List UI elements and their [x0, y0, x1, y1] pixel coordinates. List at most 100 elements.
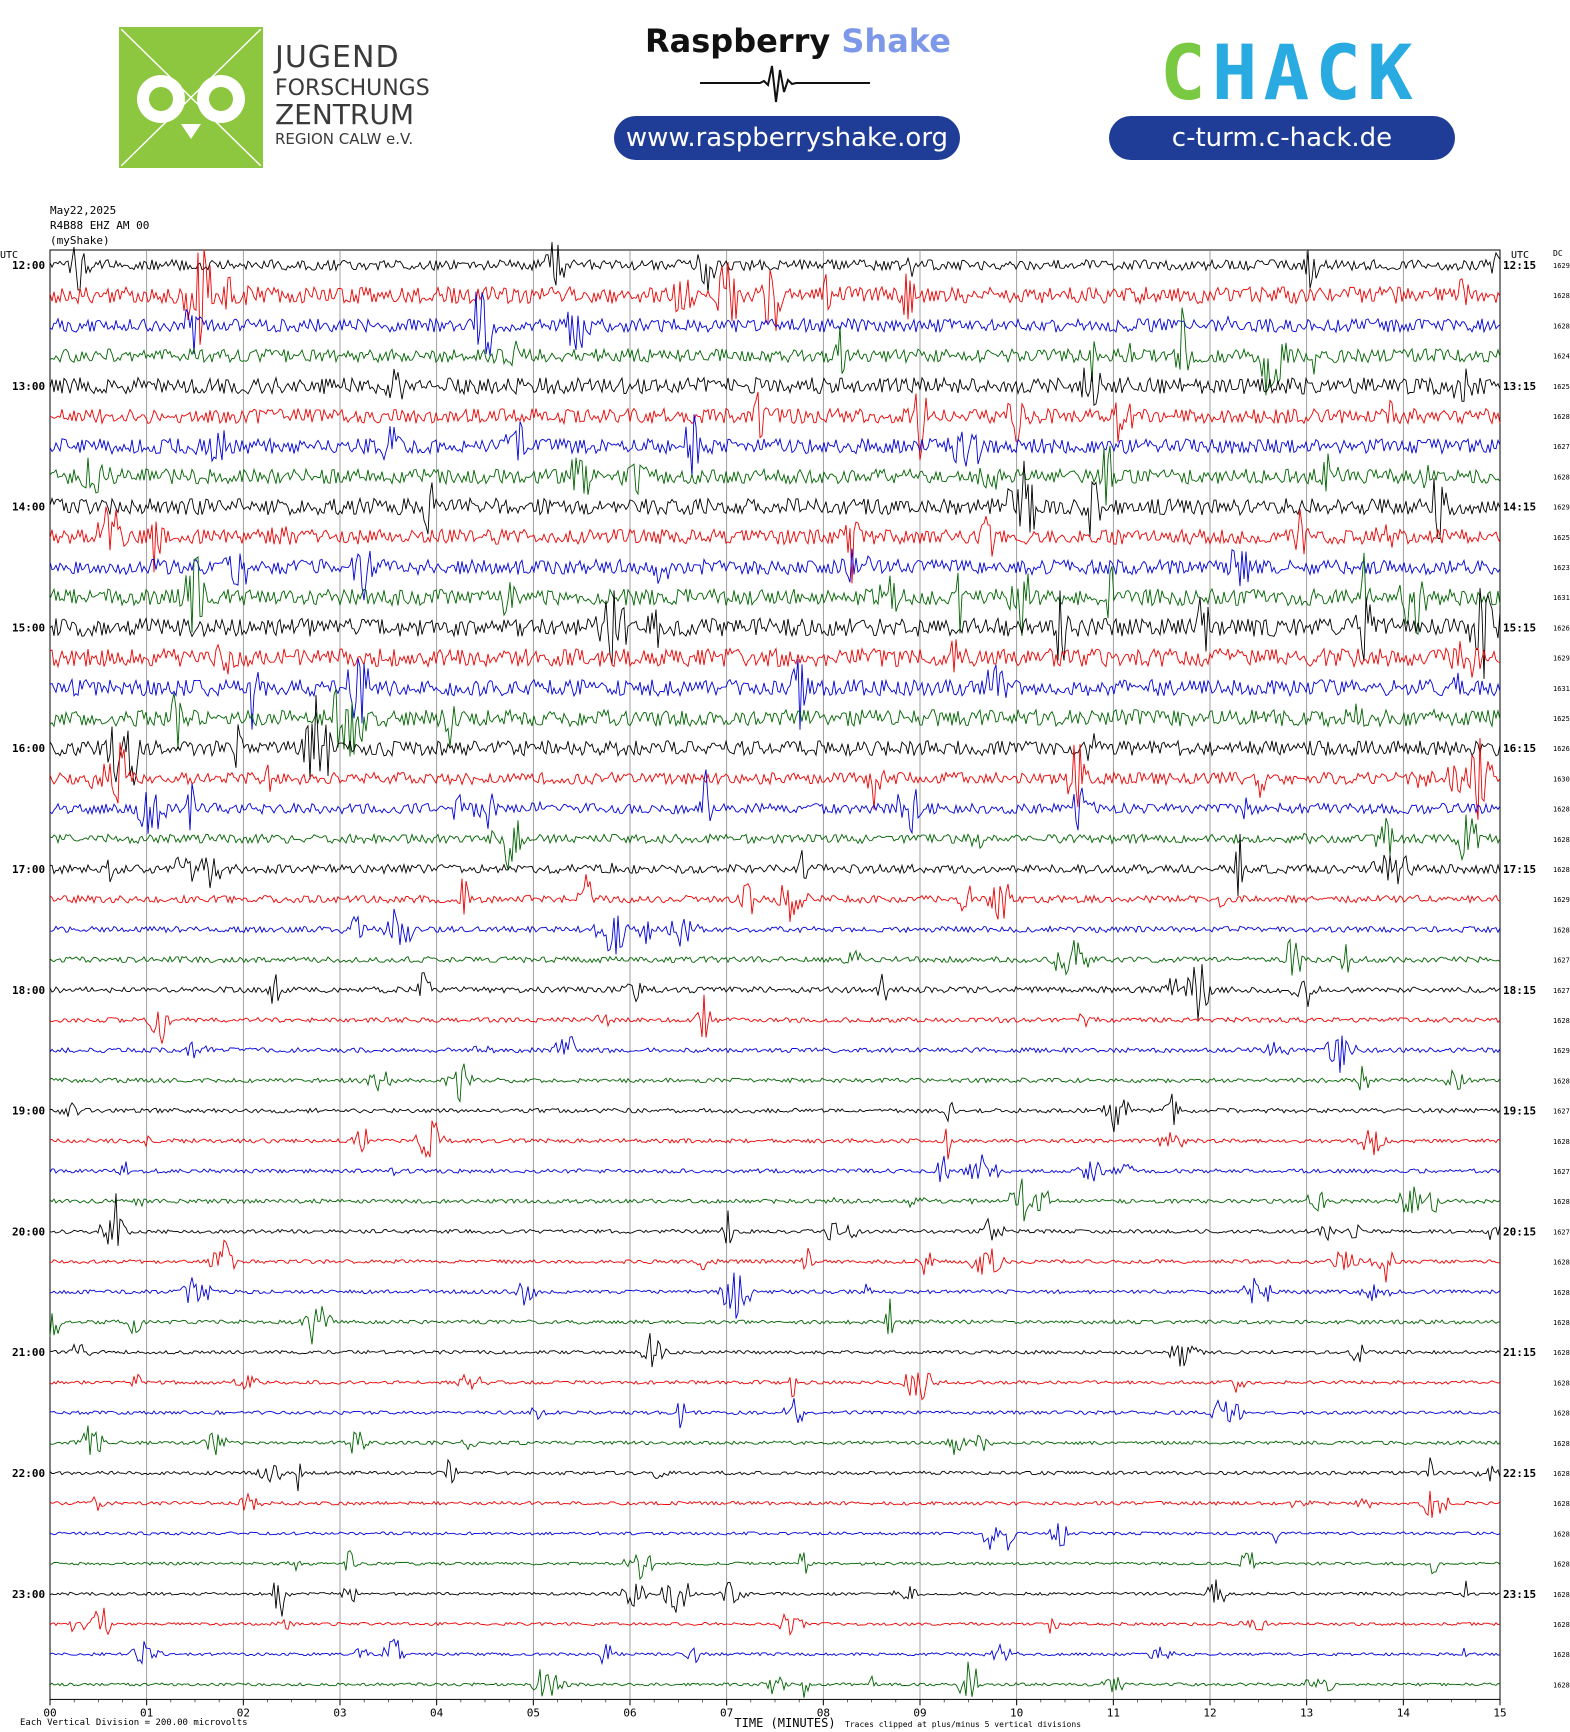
- jfz-line-1: JUGEND: [275, 40, 400, 75]
- trace-row: [49, 307, 1501, 396]
- x-tick-label: 14: [1397, 1706, 1411, 1719]
- trace-row: [49, 548, 1501, 601]
- right-hour-label: 20:15: [1503, 1225, 1536, 1238]
- owl-icon: [120, 28, 262, 167]
- trace-row: [49, 1154, 1501, 1183]
- left-hour-label: 23:00: [12, 1588, 45, 1601]
- rs-brand-accent: Shake: [841, 22, 951, 60]
- dc-offset-label: 16293: [1553, 262, 1570, 270]
- trace-row: [49, 1239, 1501, 1283]
- dc-offset-label: 16282: [1553, 322, 1570, 330]
- dc-offset-label: 16278: [1553, 1228, 1570, 1236]
- x-tick-label: 09: [913, 1706, 926, 1719]
- jfz-line-3: ZENTRUM: [275, 98, 415, 131]
- dc-offset-label: 16310: [1553, 685, 1570, 693]
- dc-offset-label: 16278: [1553, 1108, 1570, 1116]
- dc-offset-label: 16243: [1553, 353, 1570, 361]
- x-tick-label: 12: [1203, 1706, 1216, 1719]
- x-axis-title: TIME (MINUTES): [734, 1716, 835, 1730]
- dc-offset-label: 16284: [1553, 1289, 1570, 1297]
- trace-row: [49, 833, 1501, 897]
- left-hour-label: 16:00: [12, 742, 45, 755]
- dc-offset-label: 16282: [1553, 1440, 1570, 1448]
- dc-offset-label: 16286: [1553, 1379, 1570, 1387]
- dc-offset-label: 16282: [1553, 1319, 1570, 1327]
- trace-row: [49, 1035, 1501, 1073]
- right-utc-label: UTC: [1511, 250, 1530, 261]
- dc-offset-label: 16295: [1553, 1047, 1570, 1055]
- x-tick-label: 03: [333, 1706, 346, 1719]
- station-channel: R4B88 EHZ AM 00: [50, 219, 150, 232]
- x-axis-ticks: 00 01 02 03 04 05 06 07 08 09 10 11 12 13 14 15: [43, 1699, 1507, 1719]
- x-tick-label: 06: [623, 1706, 636, 1719]
- raspberry-shake-title: Raspberry Shake: [645, 22, 951, 60]
- trace-row: [49, 737, 1501, 820]
- dc-offset-label: 16282: [1553, 1259, 1570, 1267]
- trace-row: [50, 908, 1501, 955]
- left-hour-label: 13:00: [12, 380, 45, 393]
- seismic-traces: [49, 242, 1501, 1698]
- trace-row: [49, 874, 1501, 922]
- right-hour-label: 16:15: [1503, 742, 1536, 755]
- trace-row: [49, 460, 1501, 540]
- trace-row: [49, 242, 1501, 293]
- dc-offset-label: 16283: [1553, 866, 1570, 874]
- left-hour-label: 14:00: [12, 501, 45, 514]
- trace-row: [49, 938, 1501, 976]
- x-tick-label: 13: [1300, 1706, 1313, 1719]
- trace-row: [49, 1178, 1501, 1222]
- trace-row: [49, 1398, 1501, 1429]
- jfz-line-2: FORSCHUNGS: [275, 76, 430, 101]
- right-hour-label: 13:15: [1503, 380, 1536, 393]
- trace-row: [49, 1425, 1501, 1456]
- x-tick-label: 04: [430, 1706, 444, 1719]
- trace-row: [49, 1661, 1501, 1698]
- trace-row: [49, 1120, 1501, 1160]
- trace-row: [49, 695, 1501, 786]
- right-hour-label: 12:15: [1503, 259, 1536, 272]
- plot-grid: [49, 249, 1501, 1700]
- seismic-wave-icon: [700, 65, 870, 103]
- dc-offset-label: 16285: [1553, 1591, 1570, 1599]
- dc-offset-label: 16286: [1553, 926, 1570, 934]
- dc-offset-label: 16283: [1553, 413, 1570, 421]
- trace-row: [49, 1457, 1501, 1492]
- x-tick-label: 01: [140, 1706, 153, 1719]
- trace-row: [49, 291, 1501, 356]
- left-hour-label: 19:00: [12, 1105, 45, 1118]
- right-hour-label: 21:15: [1503, 1346, 1536, 1359]
- x-tick-label: 02: [237, 1706, 250, 1719]
- chack-url-pill[interactable]: c-turm.c-hack.de: [1109, 116, 1455, 160]
- left-utc-label: UTC: [0, 250, 19, 261]
- dc-offset-label: 16266: [1553, 745, 1570, 753]
- left-hour-label: 21:00: [12, 1346, 45, 1359]
- right-hour-label: 18:15: [1503, 984, 1536, 997]
- dc-offset-label: 16282: [1553, 836, 1570, 844]
- trace-row: [49, 391, 1501, 461]
- trace-row: [49, 1523, 1501, 1551]
- trace-row: [49, 588, 1501, 680]
- dc-offset-label: 16283: [1553, 1349, 1570, 1357]
- record-date: May22,2025: [50, 204, 117, 217]
- trace-row: [49, 414, 1501, 477]
- trace-row: [49, 249, 1501, 345]
- chack-logo-hack: HACK: [1211, 28, 1419, 117]
- x-tick-label: 08: [817, 1706, 830, 1719]
- trace-row: [49, 964, 1501, 1020]
- dc-offset-label: 16286: [1553, 1500, 1570, 1508]
- trace-row: [49, 1638, 1501, 1666]
- trace-row: [49, 367, 1501, 406]
- raspberryshake-url-pill[interactable]: www.raspberryshake.org: [614, 116, 960, 160]
- x-tick-label: 15: [1493, 1706, 1506, 1719]
- trace-row: [49, 552, 1501, 636]
- trace-row: [49, 1607, 1501, 1636]
- dc-offset-label: 16285: [1553, 1410, 1570, 1418]
- plot-frame: [49, 249, 1501, 1700]
- dc-offset-label: 16285: [1553, 1017, 1570, 1025]
- dc-offset-label: 16287: [1553, 1530, 1570, 1538]
- right-hour-labels: 12:15 13:15 14:15 15:15 16:15 17:15 18:15 19:15…: [1503, 259, 1536, 1601]
